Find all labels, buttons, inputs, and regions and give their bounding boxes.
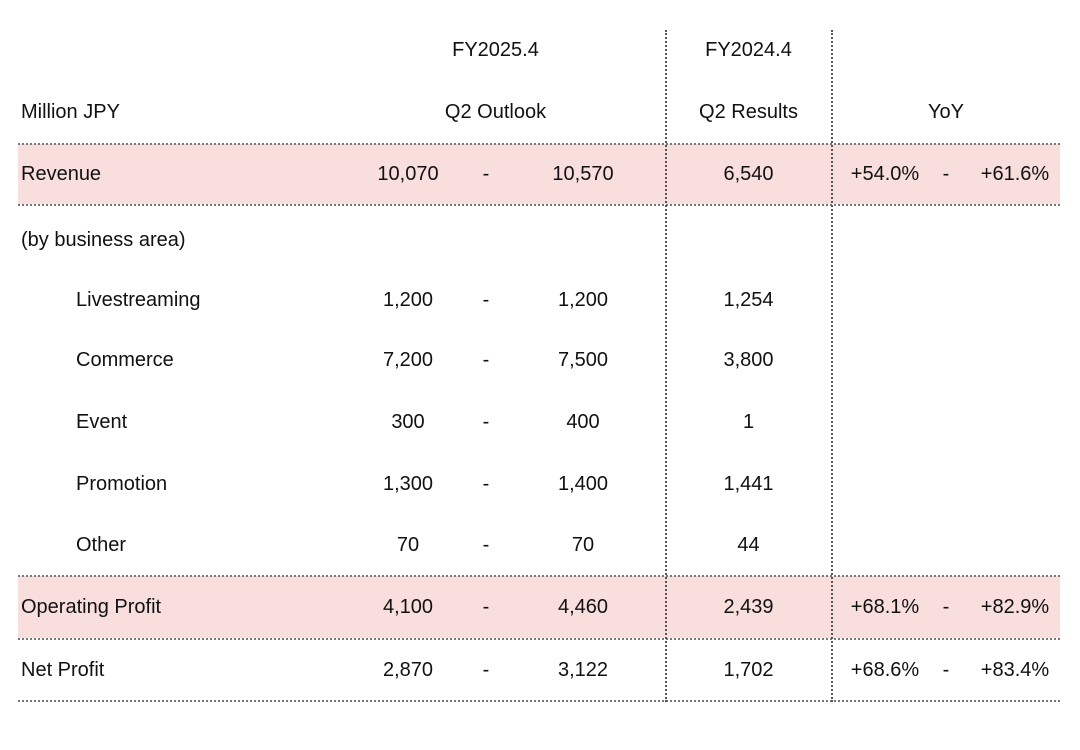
yoy-low: +54.0% <box>850 162 920 185</box>
outlook-high: 4,460 <box>557 595 609 618</box>
yoy-low: +68.6% <box>850 658 920 681</box>
prior-result: 1 <box>742 410 755 433</box>
range-dash: - <box>482 595 490 618</box>
header-unit: Million JPY <box>21 101 120 123</box>
row-label: Operating Profit <box>21 595 162 618</box>
yoy-high: +61.6% <box>980 162 1050 185</box>
prior-result: 1,441 <box>723 472 774 495</box>
outlook-low: 4,100 <box>382 595 434 618</box>
row-divider <box>18 638 1060 640</box>
range-dash: - <box>482 658 490 681</box>
yoy-high: +82.9% <box>980 595 1050 618</box>
range-dash: - <box>482 288 490 311</box>
segment-label: Other <box>76 533 127 556</box>
header-fy-current: FY2025.4 <box>452 38 539 61</box>
financial-outlook-table: FY2025.4 FY2024.4 Million JPY Q2 Outlook… <box>18 30 1060 702</box>
row-label: Revenue <box>21 162 102 185</box>
prior-result: 2,439 <box>723 595 774 618</box>
prior-result: 6,540 <box>723 162 774 185</box>
table-row: Other 70 - 70 44 <box>18 516 1060 574</box>
header-fy-prior: FY2024.4 <box>705 38 792 61</box>
row-label: Net Profit <box>21 658 105 681</box>
outlook-high: 400 <box>566 410 600 433</box>
row-divider <box>18 143 1060 145</box>
table-row-revenue: Revenue 10,070 - 10,570 6,540 +54.0% - +… <box>18 144 1060 204</box>
prior-result: 3,800 <box>723 348 774 371</box>
outlook-high: 3,122 <box>557 658 609 681</box>
table-row-operating-profit: Operating Profit 4,100 - 4,460 2,439 +68… <box>18 576 1060 638</box>
outlook-low: 70 <box>396 533 420 556</box>
outlook-low: 1,200 <box>382 288 434 311</box>
header-row-columns: Million JPY Q2 Outlook Q2 Results YoY <box>18 90 1060 135</box>
yoy-range-dash: - <box>942 162 950 185</box>
segment-label: Event <box>76 410 128 433</box>
range-dash: - <box>482 533 490 556</box>
yoy-high: +83.4% <box>980 658 1050 681</box>
prior-result: 44 <box>737 533 760 556</box>
yoy-range-dash: - <box>942 595 950 618</box>
row-divider <box>18 700 1060 702</box>
segment-label: Commerce <box>76 348 174 371</box>
outlook-high: 1,200 <box>557 288 609 311</box>
column-divider <box>665 30 667 702</box>
table-row-business-area-heading: (by business area) <box>18 210 1060 270</box>
prior-result: 1,254 <box>723 288 774 311</box>
outlook-low: 300 <box>391 410 425 433</box>
outlook-high: 1,400 <box>557 472 609 495</box>
segment-label: Promotion <box>76 472 168 495</box>
outlook-low: 1,300 <box>382 472 434 495</box>
column-divider <box>831 30 833 702</box>
outlook-high: 7,500 <box>557 348 609 371</box>
prior-result: 1,702 <box>723 658 774 681</box>
table-row: Commerce 7,200 - 7,500 3,800 <box>18 330 1060 390</box>
row-divider <box>18 204 1060 206</box>
row-divider <box>18 575 1060 577</box>
yoy-range-dash: - <box>942 658 950 681</box>
range-dash: - <box>482 348 490 371</box>
header-outlook: Q2 Outlook <box>444 101 547 123</box>
outlook-low: 2,870 <box>382 658 434 681</box>
header-row-fiscal-year: FY2025.4 FY2024.4 <box>18 30 1060 70</box>
segment-label: Livestreaming <box>76 288 201 311</box>
range-dash: - <box>482 472 490 495</box>
yoy-low: +68.1% <box>850 595 920 618</box>
business-area-label: (by business area) <box>21 228 186 251</box>
header-yoy: YoY <box>928 101 964 123</box>
range-dash: - <box>482 162 490 185</box>
table-row: Promotion 1,300 - 1,400 1,441 <box>18 454 1060 514</box>
outlook-low: 10,070 <box>377 162 439 185</box>
table-row: Event 300 - 400 1 <box>18 392 1060 452</box>
outlook-high: 10,570 <box>552 162 614 185</box>
header-results: Q2 Results <box>699 101 798 123</box>
table-row: Livestreaming 1,200 - 1,200 1,254 <box>18 270 1060 330</box>
table-row-net-profit: Net Profit 2,870 - 3,122 1,702 +68.6% - … <box>18 640 1060 700</box>
outlook-high: 70 <box>571 533 595 556</box>
outlook-low: 7,200 <box>382 348 434 371</box>
range-dash: - <box>482 410 490 433</box>
